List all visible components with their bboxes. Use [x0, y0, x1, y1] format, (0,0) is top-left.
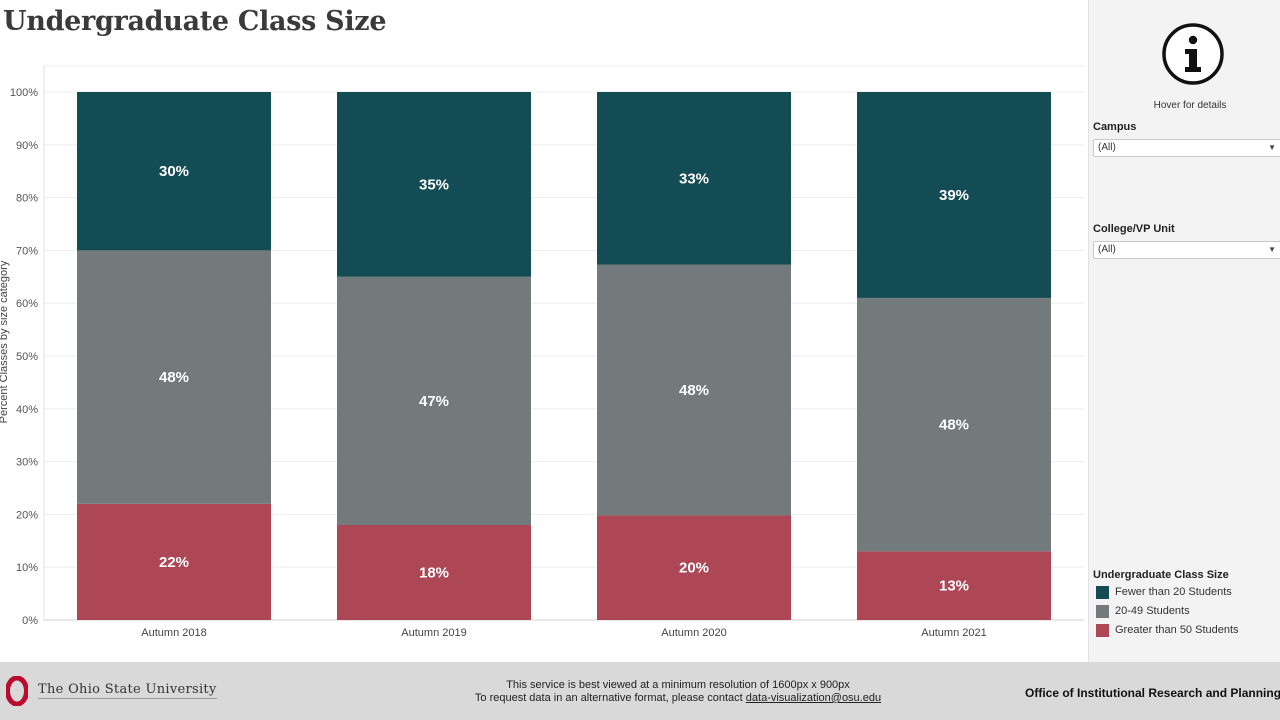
- bar-data-label: 48%: [679, 382, 709, 399]
- y-tick-label: 40%: [16, 404, 38, 416]
- resolution-notice: This service is best viewed at a minimum…: [328, 679, 1028, 705]
- bar-segment: [597, 264, 791, 516]
- footer: The Ohio State University This service i…: [0, 662, 1280, 720]
- y-tick-label: 60%: [16, 298, 38, 310]
- y-tick-label: 10%: [16, 562, 38, 574]
- university-name[interactable]: The Ohio State University: [38, 682, 217, 699]
- legend-swatch: [1096, 604, 1109, 618]
- bar-segment: [857, 92, 1051, 298]
- campus-filter-label: Campus: [1093, 121, 1137, 133]
- bar-data-label: 13%: [939, 578, 969, 595]
- legend-item-20-49[interactable]: 20-49 Students: [1096, 604, 1190, 618]
- bar-segment: [857, 297, 1051, 552]
- campus-dropdown[interactable]: (All) ▼: [1093, 139, 1280, 157]
- college-dropdown-value: (All): [1098, 244, 1116, 255]
- college-dropdown[interactable]: (All) ▼: [1093, 241, 1280, 259]
- y-tick-label: 0%: [22, 615, 38, 627]
- legend-label: Fewer than 20 Students: [1115, 586, 1232, 598]
- legend-title: Undergraduate Class Size: [1093, 569, 1229, 581]
- y-tick-label: 50%: [16, 351, 38, 363]
- office-name: Office of Institutional Research and Pla…: [1025, 686, 1280, 700]
- y-tick-label: 90%: [16, 140, 38, 152]
- chevron-down-icon: ▼: [1268, 245, 1276, 254]
- ohio-state-logo[interactable]: [6, 676, 28, 706]
- bar-data-label: 30%: [159, 163, 189, 180]
- contact-prefix: To request data in an alternative format…: [474, 692, 746, 704]
- stacked-bar-chart: 0% 10% 20% 30% 40% 50% 60% 70% 80% 90% 100% Percent…: [0, 65, 1084, 639]
- resolution-line: This service is best viewed at a minimum…: [506, 679, 850, 691]
- bar-data-label: 22%: [159, 554, 189, 571]
- x-tick-label: Autumn 2019: [401, 627, 466, 639]
- bar-data-label: 39%: [939, 187, 969, 204]
- bar-segment: [337, 276, 531, 525]
- chevron-down-icon: ▼: [1268, 143, 1276, 152]
- bar-data-label: 33%: [679, 170, 709, 187]
- bar-segment: [597, 515, 791, 620]
- legend-swatch: [1096, 585, 1109, 599]
- bar-segment: [857, 551, 1051, 620]
- bar-data-label: 18%: [419, 564, 449, 581]
- legend-item-greater-than-50[interactable]: Greater than 50 Students: [1096, 623, 1239, 637]
- x-tick-label: Autumn 2020: [661, 627, 726, 639]
- bar-data-label: 47%: [419, 393, 449, 410]
- bar-data-label: 48%: [159, 369, 189, 386]
- y-tick-label: 80%: [16, 193, 38, 205]
- legend-item-fewer-than-20[interactable]: Fewer than 20 Students: [1096, 585, 1232, 599]
- legend-label: 20-49 Students: [1115, 605, 1190, 617]
- legend-label: Greater than 50 Students: [1115, 624, 1239, 636]
- contact-email-link[interactable]: data-visualization@osu.edu: [745, 692, 882, 704]
- y-tick-label: 70%: [16, 245, 38, 257]
- y-tick-label: 100%: [10, 87, 38, 99]
- bar-segment: [77, 92, 271, 251]
- contact-line: To request data in an alternative format…: [328, 692, 1028, 705]
- bar-data-label: 48%: [939, 417, 969, 434]
- bar-segment: [597, 92, 791, 265]
- hover-hint: Hover for details: [1153, 100, 1227, 111]
- page-title: Undergraduate Class Size: [3, 6, 387, 37]
- y-tick-label: 30%: [16, 457, 38, 469]
- bar-segment: [77, 250, 271, 504]
- bar-segment: [77, 503, 271, 620]
- sidebar: Hover for details Campus (All) ▼ College…: [1088, 0, 1280, 662]
- x-tick-label: Autumn 2021: [921, 627, 986, 639]
- legend-swatch: [1096, 623, 1109, 637]
- bar-data-label: 20%: [679, 560, 709, 577]
- info-icon[interactable]: [1161, 22, 1225, 86]
- college-filter-label: College/VP Unit: [1093, 223, 1175, 235]
- bar-segment: [337, 92, 531, 277]
- chart-panel: Undergraduate Class Size 0% 10% 20% 30% 40% 5…: [0, 6, 1084, 639]
- y-tick-label: 20%: [16, 509, 38, 521]
- bar-segment: [337, 524, 531, 620]
- bar-data-label: 35%: [419, 176, 449, 193]
- x-tick-label: Autumn 2018: [141, 627, 206, 639]
- campus-dropdown-value: (All): [1098, 142, 1116, 153]
- y-axis-label: Percent Classes by size category: [0, 260, 10, 423]
